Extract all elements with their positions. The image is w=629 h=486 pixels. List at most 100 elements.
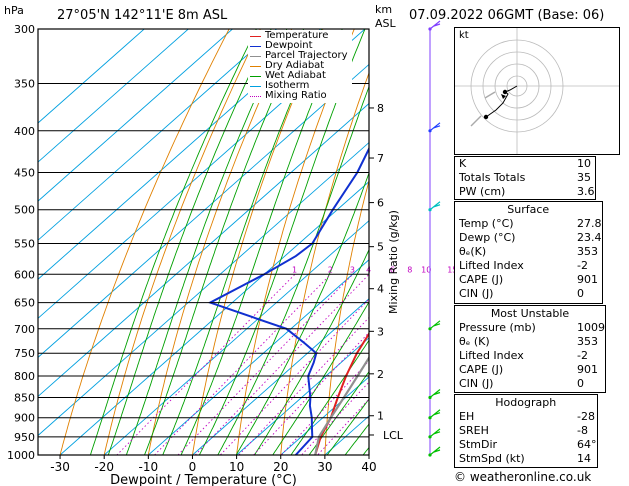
mixing-ratio-label: 10: [421, 265, 431, 274]
km-tick-label: 7: [377, 152, 384, 165]
km-tick-label: 3: [377, 325, 384, 338]
temperature-tick-label: 40: [361, 460, 376, 474]
temperature-tick-label: 20: [273, 460, 288, 474]
legend-swatch: [250, 75, 261, 77]
pressure-tick-label: 650: [14, 297, 35, 310]
isotherm-line: [147, 259, 369, 455]
wind-barb: [429, 20, 441, 30]
pressure-tick-label: 1000: [7, 449, 35, 462]
hodograph-row: EH -28: [459, 410, 595, 423]
most-unstable-row: Pressure (mb) 1009: [459, 321, 605, 334]
hodograph-title: Hodograph: [495, 396, 557, 409]
surface-row: CAPE (J) 901: [459, 273, 598, 286]
pressure-tick-label: 850: [14, 391, 35, 404]
isotherm-line: [38, 102, 369, 398]
surface-table: Surface Temp (°C) 27.8 Dewp (°C) 23.4 θₑ(K…: [454, 201, 603, 304]
x-axis-label: Dewpoint / Temperature (°C): [110, 473, 297, 486]
most-unstable-table: Most Unstable Pressure (mb) 1009 θₑ (K) 35…: [454, 305, 606, 393]
surface-title: Surface: [507, 203, 550, 216]
location-label: 27°05'N 142°11'E 8m ASL: [57, 8, 228, 23]
legend-item-parcel: Parcel Trajectory: [250, 51, 348, 61]
temperature-tick-label: -10: [139, 460, 159, 474]
index-row-k: K 10: [459, 157, 591, 170]
isotherm-line: [235, 337, 369, 455]
mixing-ratio-line: [177, 273, 354, 455]
mixing-ratio-line: [238, 316, 369, 455]
legend-item-dry-adiabat: Dry Adiabat: [250, 61, 348, 71]
pressure-tick-label: 350: [14, 78, 35, 91]
pressure-tick-label: 450: [14, 166, 35, 179]
isotherm-line: [38, 63, 369, 358]
dewpoint-line: [207, 146, 369, 455]
temperature-tick-label: 0: [189, 460, 197, 474]
wind-barb: [429, 389, 441, 398]
legend-item-wet-adiabat: Wet Adiabat: [250, 71, 348, 81]
legend-swatch: [250, 65, 261, 67]
mixing-ratio-axis-label: Mixing Ratio (g/kg): [387, 210, 400, 314]
mixing-ratio-label: 8: [407, 265, 412, 274]
footer-credit: © weatheronline.co.uk: [454, 470, 592, 484]
wind-barb-dot: [428, 416, 432, 420]
temperature-tick-label: 10: [229, 460, 244, 474]
isotherm-line: [38, 29, 190, 163]
most-unstable-row: θₑ (K) 353: [459, 335, 598, 348]
hodograph-panel: kt: [454, 27, 620, 155]
most-unstable-row: Lifted Index -2: [459, 349, 588, 362]
wind-barb: [429, 201, 441, 211]
pressure-tick-label: 550: [14, 237, 35, 250]
legend-item-mixing-ratio: Mixing Ratio: [250, 91, 348, 101]
hodograph-plot: [455, 28, 619, 154]
wind-barb: [429, 320, 441, 330]
mixing-ratio-line: [300, 381, 369, 455]
temperature-line: [314, 331, 369, 455]
wind-barb-dot: [428, 395, 432, 400]
mixing-ratio-line: [280, 360, 369, 455]
mixing-ratio-label: 3: [350, 265, 355, 274]
isotherm-line: [103, 220, 369, 455]
mixing-ratio-line: [116, 273, 296, 455]
km-tick-label: 8: [377, 102, 384, 115]
wind-barb: [429, 409, 441, 419]
mixing-ratio-line: [252, 331, 369, 455]
wind-barb-dot: [428, 129, 432, 133]
isotherm-line: [38, 29, 145, 124]
wind-barb: [429, 428, 441, 438]
wind-barb-dot: [428, 208, 432, 212]
pressure-tick-label: 900: [14, 412, 35, 425]
km-tick-label: 2: [377, 368, 384, 381]
hodograph-row: SREH -8: [459, 424, 588, 437]
wind-barb: [429, 446, 441, 456]
legend-swatch: [250, 95, 261, 97]
mixing-ratio-label: 15: [447, 265, 457, 274]
wind-barb: [429, 122, 441, 132]
pressure-tick-label: 500: [14, 204, 35, 217]
km-label: km: [375, 3, 393, 16]
km-tick-label: 1: [377, 410, 384, 423]
index-row-totals: Totals Totals 35: [459, 171, 591, 184]
hodograph-row: StmDir 64°: [459, 438, 597, 451]
hodograph-point: [502, 89, 508, 95]
temperature-tick-label: 30: [317, 460, 332, 474]
most-unstable-title: Most Unstable: [490, 307, 570, 320]
legend-swatch: [250, 85, 261, 87]
mixing-ratio-label: 1: [292, 265, 297, 274]
wet-adiabat-line: [326, 398, 369, 455]
isotherm-line: [38, 141, 369, 437]
indices-table: K 10 Totals Totals 35 PW (cm) 3.6: [454, 156, 596, 200]
legend-item-temperature: Temperature: [250, 31, 348, 41]
km-tick-label: 6: [377, 197, 384, 210]
temperature-tick-label: -20: [94, 460, 114, 474]
pressure-tick-label: 300: [14, 23, 35, 36]
datetime-label: 07.09.2022 06GMT (Base: 06): [409, 8, 605, 23]
isotherm-line: [191, 298, 369, 455]
pressure-unit-label: hPa: [4, 4, 24, 17]
pressure-tick-label: 400: [14, 125, 35, 138]
surface-row: CIN (J) 0: [459, 287, 584, 300]
legend-swatch: [250, 45, 261, 47]
wet-adiabat-line: [308, 370, 369, 455]
km-tick-label: 4: [377, 283, 384, 296]
hodograph-table: Hodograph EH -28 SREH -8 StmDir 64° StmSpd …: [454, 394, 598, 468]
wind-barb-dot: [428, 27, 432, 31]
pressure-tick-label: 600: [14, 268, 35, 281]
